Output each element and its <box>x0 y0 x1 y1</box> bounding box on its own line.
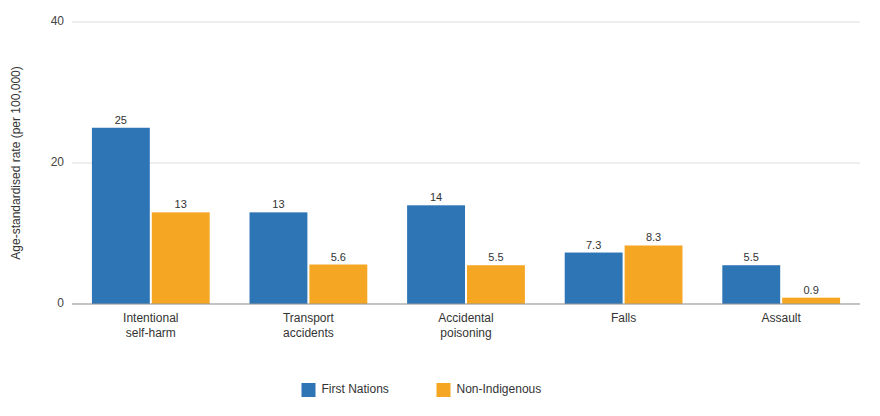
y-axis-label: Age-standardised rate (per 100,000) <box>9 66 23 259</box>
data-label: 5.5 <box>488 251 503 263</box>
legend-label: Non-Indigenous <box>457 382 542 396</box>
bar <box>625 245 683 304</box>
bar <box>309 265 367 304</box>
bar <box>250 212 308 304</box>
bar <box>467 265 525 304</box>
data-label: 13 <box>272 198 284 210</box>
x-tick-label: Falls <box>611 311 636 325</box>
legend-label: First Nations <box>322 382 389 396</box>
legend-swatch <box>437 383 451 397</box>
grid-line <box>72 163 860 164</box>
x-axis-line <box>72 304 860 305</box>
x-tick-label: Intentionalself-harm <box>123 311 178 340</box>
x-tick-label: Accidentalpoisoning <box>438 311 493 340</box>
chart: 0 20 40 Age-standardised rate (per 100,000)… <box>0 0 880 416</box>
data-labels: 25 13 14 7.3 5.5 13 5.6 5.5 8.3 0.9 <box>115 114 819 296</box>
legend-swatch <box>302 383 316 397</box>
data-label: 14 <box>430 191 442 203</box>
y-tick-label: 40 <box>51 14 65 28</box>
grid-line <box>72 304 860 305</box>
x-tick-label: Transportaccidents <box>283 311 335 340</box>
data-label: 5.5 <box>744 251 759 263</box>
bar <box>92 128 150 304</box>
x-tick-label: Assault <box>762 311 802 325</box>
grid <box>72 22 860 304</box>
bar <box>782 298 840 304</box>
y-tick-label: 0 <box>57 296 64 310</box>
data-label: 7.3 <box>586 239 601 251</box>
bar <box>152 212 210 304</box>
data-label: 13 <box>175 198 187 210</box>
bar <box>565 253 623 304</box>
y-tick-label: 20 <box>51 155 65 169</box>
grid-line <box>72 22 860 23</box>
bars <box>92 128 840 304</box>
chart-container: 0 20 40 Age-standardised rate (per 100,000)… <box>0 0 880 416</box>
data-label: 8.3 <box>646 231 661 243</box>
legend: First Nations Non-Indigenous <box>302 382 542 397</box>
data-label: 25 <box>115 114 127 126</box>
bar <box>722 265 780 304</box>
data-label: 5.6 <box>331 251 346 263</box>
data-label: 0.9 <box>803 284 818 296</box>
bar <box>407 205 465 304</box>
